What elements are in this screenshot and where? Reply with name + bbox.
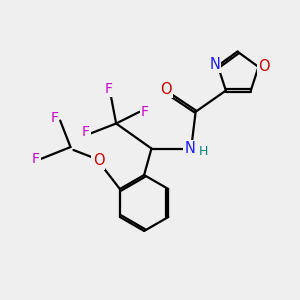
Text: F: F xyxy=(32,152,40,166)
Text: F: F xyxy=(105,82,113,96)
Text: F: F xyxy=(141,105,149,119)
Text: H: H xyxy=(199,145,208,158)
Text: N: N xyxy=(184,141,195,156)
Text: O: O xyxy=(93,153,104,168)
Text: O: O xyxy=(258,59,270,74)
Text: N: N xyxy=(209,57,220,72)
Text: O: O xyxy=(160,82,172,97)
Text: F: F xyxy=(50,111,58,124)
Text: F: F xyxy=(82,125,90,139)
